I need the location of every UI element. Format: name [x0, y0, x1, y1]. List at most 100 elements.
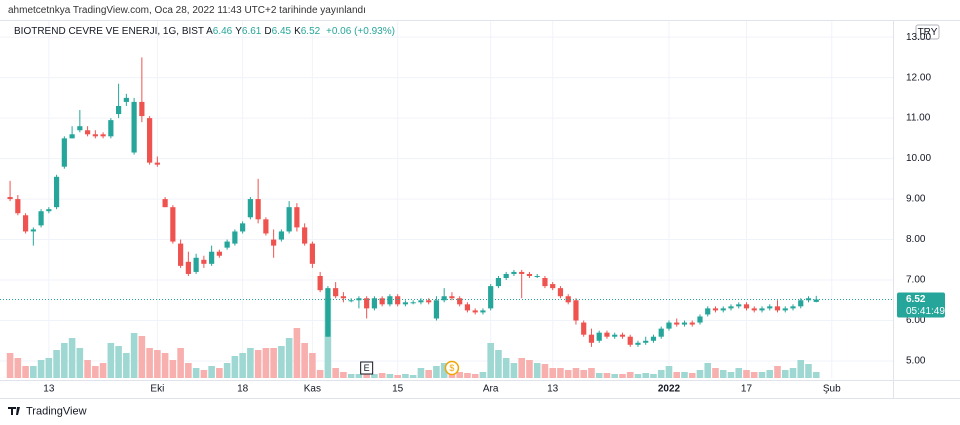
volume-bar [332, 368, 339, 378]
event-label: $ [449, 363, 454, 373]
x-tick-label: Kas [304, 384, 321, 395]
candle-body [472, 310, 478, 313]
candle-body [154, 162, 160, 165]
candle-body [395, 296, 401, 305]
candle-body [542, 278, 548, 287]
volume-bar [727, 372, 735, 378]
candle-body [116, 105, 122, 115]
volume-bar [743, 370, 750, 378]
candle-body [209, 251, 215, 264]
volume-bar [6, 353, 14, 378]
candle-body [619, 334, 626, 337]
candle-body [650, 336, 657, 341]
candle-body [519, 271, 525, 274]
volume-bar [394, 375, 401, 378]
volume-bar [216, 368, 223, 378]
volume-bar [107, 343, 115, 378]
volume-bar [386, 374, 394, 378]
volume-bar [154, 350, 161, 378]
candle-body [720, 308, 726, 311]
y-tick-label: 13.00 [906, 32, 931, 43]
candle-body [53, 176, 60, 208]
candle-body [364, 298, 370, 309]
candle-body [449, 296, 455, 299]
volume-bar [564, 370, 572, 378]
candle-body [774, 306, 781, 311]
symbol-title: BIOTREND CEVRE VE ENERJI, 1G, BIST [14, 26, 204, 37]
volume-bar [161, 353, 169, 378]
candle-body [263, 219, 269, 234]
volume-bar [208, 366, 215, 378]
candle-body [813, 299, 819, 302]
event-marker [444, 360, 460, 376]
volume-bar [37, 360, 45, 378]
volume-bar [588, 368, 595, 378]
candle-body [441, 296, 447, 301]
ohlc-label: A [206, 26, 213, 37]
candle-body [123, 97, 129, 102]
volume-bar [30, 366, 37, 378]
volume-bar [92, 366, 99, 378]
volume-bar [440, 363, 448, 378]
candle-body [643, 340, 649, 343]
x-tick-label: 17 [741, 384, 753, 395]
candle-body [410, 302, 416, 304]
volume-bar [526, 360, 533, 378]
candle-body [216, 251, 222, 256]
volume-bar [797, 360, 805, 378]
candle-body [581, 322, 587, 335]
volume-bar [704, 363, 712, 378]
volume-bar [200, 370, 208, 378]
volume-bar [130, 333, 138, 378]
candle-body [627, 336, 633, 345]
volume-bar [45, 358, 53, 378]
candle-body [480, 310, 486, 313]
currency-box [915, 24, 940, 40]
candle-body [294, 207, 300, 228]
candle-body [565, 296, 571, 303]
event-label: E [364, 363, 370, 373]
volume-bar [611, 374, 619, 378]
candle-body [790, 306, 796, 309]
volume-bar [363, 372, 370, 378]
candle-body [286, 207, 292, 232]
volume-bar [285, 338, 293, 378]
volume-bar [340, 372, 347, 378]
volume-bar [456, 372, 463, 378]
symbol-legend: BIOTREND CEVRE VE ENERJI, 1G, BIST A6.46… [14, 26, 395, 37]
x-tick-label: 13 [547, 384, 559, 395]
volume-bar [665, 366, 673, 378]
volume-bar [84, 360, 91, 378]
volume-bar [479, 372, 487, 378]
volume-bar [169, 360, 177, 378]
candle-body [488, 286, 494, 309]
candle-body [139, 101, 145, 117]
ohlc-label: D [264, 26, 272, 37]
candle-body [751, 308, 757, 311]
volume-bar [239, 353, 246, 378]
y-tick-label: 6.00 [906, 315, 926, 326]
candle-body [348, 300, 354, 302]
y-tick-label: 11.00 [906, 113, 931, 124]
volume-bar [371, 374, 378, 378]
volume-bar [409, 375, 417, 378]
volume-bar [262, 348, 270, 378]
candle-body [511, 271, 517, 274]
volume-bar [712, 368, 719, 378]
ohlc-value: 6.46 [212, 26, 233, 37]
volume-bar [595, 373, 603, 378]
volume-bar [355, 374, 363, 378]
volume-bar [518, 358, 525, 378]
volume-bar [53, 350, 60, 378]
volume-bar [471, 374, 479, 378]
volume-bar [278, 346, 285, 378]
candle-body [658, 328, 664, 337]
volume-bar [115, 346, 122, 378]
volume-bar [61, 343, 68, 378]
x-tick-label: Şub [823, 384, 841, 395]
volume-bar [781, 370, 789, 378]
ohlc-value: 6.61 [241, 26, 262, 37]
candle-body [22, 215, 29, 232]
